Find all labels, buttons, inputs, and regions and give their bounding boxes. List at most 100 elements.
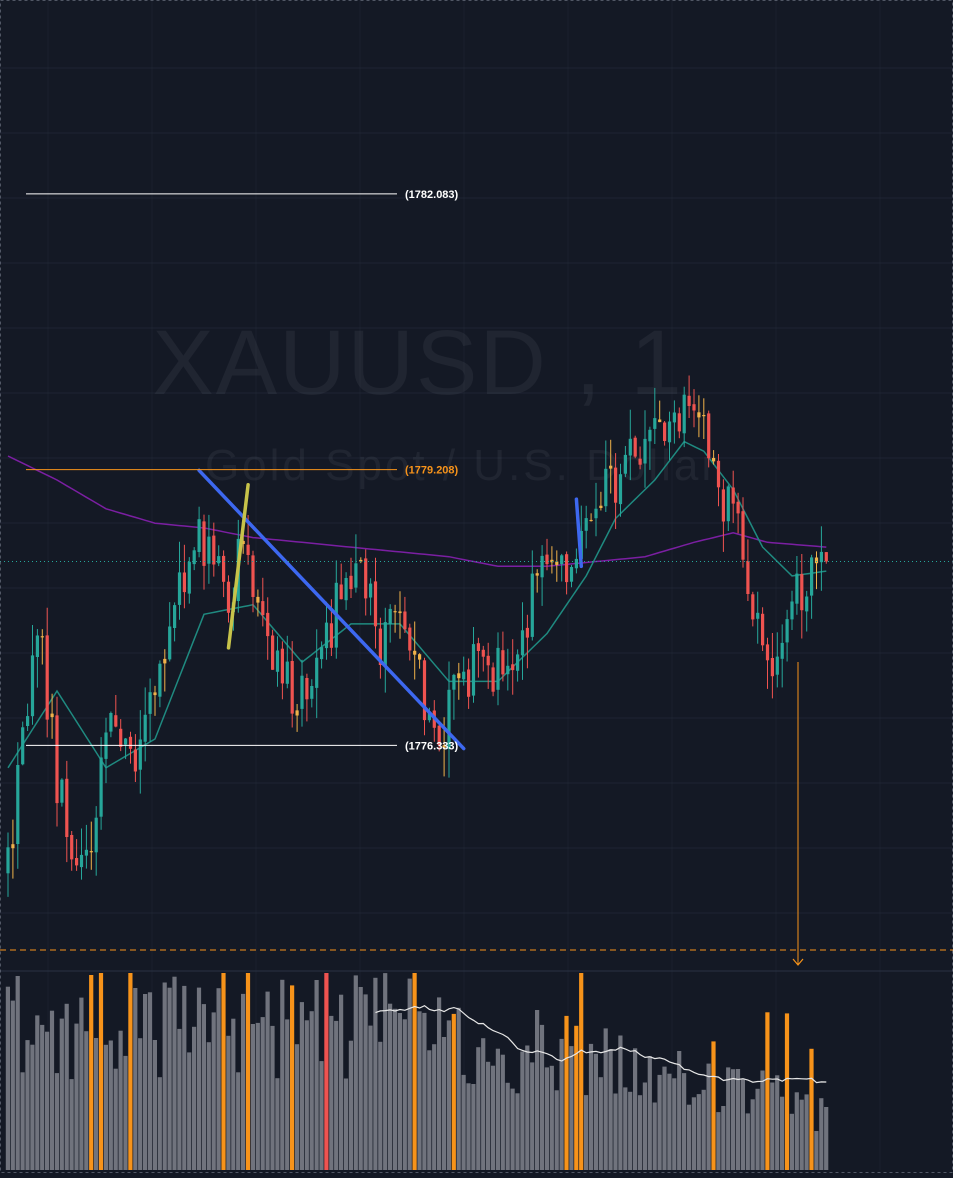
volume-bar [731,1069,736,1170]
volume-bar [505,1082,510,1170]
volume-bar [25,1040,30,1170]
volume-bar [819,1098,824,1170]
volume-bar [285,1019,290,1170]
candle-body [819,551,823,563]
candle-body [638,458,642,465]
candle-body [721,489,725,522]
volume-bar [682,1073,687,1170]
volume-bar [623,1087,628,1170]
volume-bar [275,1078,280,1170]
volume-bar [701,1089,706,1170]
candle-body [800,574,804,611]
volume-bar [809,1048,814,1170]
volume-bar [98,973,104,1170]
volume-bar [157,1077,162,1170]
volume-bar [569,1046,574,1170]
watermark: XAUUSD , 1 Gold Spot / U.S. Dollar [152,312,716,490]
candles [6,375,828,897]
candle-body [775,656,779,675]
candle-body [153,692,157,696]
volume-bar [628,1091,633,1170]
candle-body [369,583,373,598]
volume-bar [147,992,153,1170]
candle-body [452,674,456,690]
candle-body [731,487,735,504]
volume-bar [94,1038,99,1170]
candle-body [756,612,760,619]
candle-body [84,849,88,856]
candle-body [408,627,412,651]
candle-body [761,613,765,646]
volume-bar [662,1066,667,1170]
volume-bar [686,1104,692,1170]
candle-body [99,757,103,817]
candle-body [70,835,74,860]
candle-body [574,558,578,569]
volume-bar [118,1030,123,1170]
candle-body [643,438,647,464]
candle-body [16,765,20,844]
volume-bar [128,973,133,1170]
candle-body [393,611,397,613]
candle-body [496,647,500,690]
volume-bar [451,1013,456,1170]
volume-bar [216,988,221,1170]
volume-bar [500,1054,505,1170]
price-level-label: (1782.083) [405,189,459,201]
trendline-2[interactable] [226,483,250,650]
volume-bar [657,1074,662,1170]
volume-bar [329,1015,334,1170]
candle-body [462,671,466,680]
volume-bar [525,1045,530,1170]
volume-bar [637,1095,643,1170]
candle-body [770,658,774,677]
volume-bar [775,1075,780,1170]
volume-bar [770,1082,775,1170]
trendline-3[interactable] [574,497,584,569]
watermark-symbol: XAUUSD , 1 [152,312,683,414]
volume-bar [549,1065,554,1170]
trendlines[interactable] [197,468,584,751]
candle-body [746,561,750,594]
price-level-label: (1779.208) [405,465,459,477]
volume-bar [520,1051,525,1170]
volume-bar [598,1077,603,1170]
volume-bar [167,987,172,1170]
volume-bar [49,1010,55,1170]
candle-body [35,635,39,657]
volume-bar [647,1056,652,1170]
volume-bar [437,997,442,1170]
candle-body [383,622,387,667]
volume-bar [187,1052,192,1170]
volume-bar [495,1048,500,1170]
volume-bar [280,979,285,1170]
volume-bar [544,1067,549,1170]
candle-body [697,412,701,418]
volume-bar [633,1048,638,1170]
candle-body [300,675,304,709]
price-levels[interactable]: (1782.083) (1779.208) (1776.333) [0,189,953,753]
candle-body [413,650,417,655]
volume-bar [564,1015,569,1170]
volume-bar [226,1035,231,1170]
candle-body [555,561,559,565]
volume-bar [716,1112,721,1170]
volume-bar [206,1042,211,1170]
volume-bar [765,1012,770,1170]
candle-body [476,643,480,651]
volume-bar [579,973,584,1170]
volume-bar [510,1088,515,1170]
candle-body [525,627,529,638]
candle-body [344,578,348,601]
candle-body [609,465,613,469]
candle-body [251,555,255,597]
volume-bar [422,1012,427,1170]
candle-body [143,714,147,742]
candle-body [173,605,177,628]
candle-body [692,404,696,411]
candle-body [315,657,319,688]
volume-bar [603,1028,608,1170]
candle-body [222,555,226,582]
candle-body [124,738,128,745]
